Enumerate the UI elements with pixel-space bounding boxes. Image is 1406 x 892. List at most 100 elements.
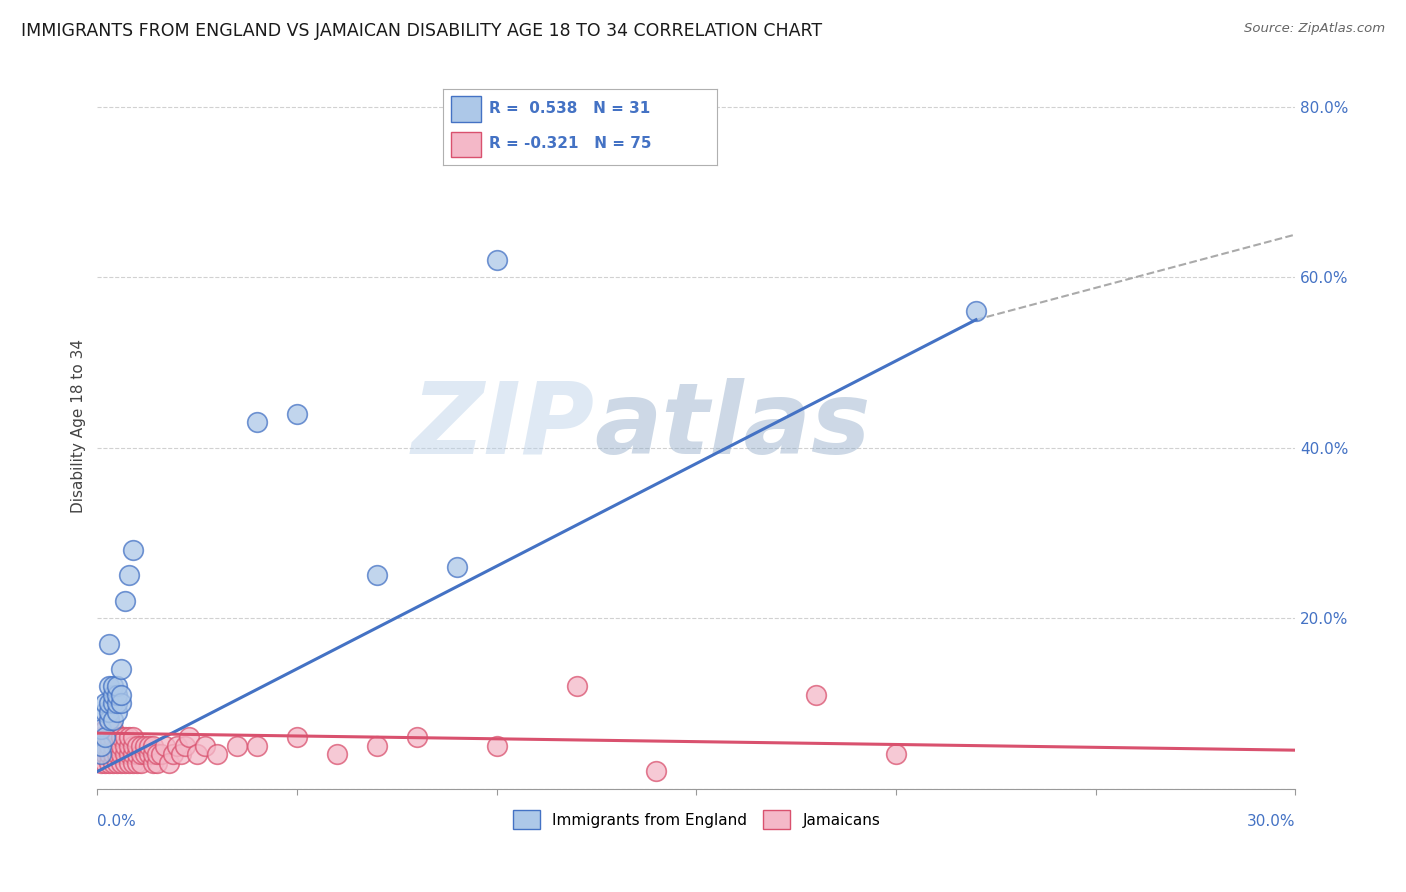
Point: [114, 594, 136, 608]
Point: [103, 747, 125, 762]
Point: [138, 739, 160, 753]
Point: [103, 679, 125, 693]
Point: [94, 705, 117, 719]
Point: [142, 747, 165, 762]
Point: [134, 739, 156, 753]
Point: [98, 756, 121, 770]
Point: [110, 756, 132, 770]
Point: [103, 688, 125, 702]
Point: [146, 756, 169, 770]
Point: [103, 722, 125, 736]
Text: atlas: atlas: [595, 378, 872, 475]
Point: [366, 739, 388, 753]
Point: [105, 705, 128, 719]
Point: [162, 747, 184, 762]
Point: [285, 731, 308, 745]
Point: [129, 747, 152, 762]
Point: [98, 679, 121, 693]
Point: [194, 739, 217, 753]
Point: [94, 739, 117, 753]
Point: [105, 731, 128, 745]
Point: [485, 253, 508, 268]
Point: [110, 696, 132, 710]
Point: [127, 739, 149, 753]
Point: [326, 747, 349, 762]
Y-axis label: Disability Age 18 to 34: Disability Age 18 to 34: [72, 339, 86, 513]
Point: [98, 739, 121, 753]
Point: [98, 747, 121, 762]
Point: [103, 714, 125, 728]
Point: [105, 679, 128, 693]
Point: [105, 756, 128, 770]
Point: [118, 731, 141, 745]
Point: [103, 739, 125, 753]
Point: [114, 731, 136, 745]
Point: [98, 731, 121, 745]
Point: [806, 688, 828, 702]
Text: 0.0%: 0.0%: [97, 814, 136, 829]
Point: [90, 739, 112, 753]
Point: [129, 756, 152, 770]
Point: [405, 731, 427, 745]
Point: [90, 722, 112, 736]
Point: [110, 688, 132, 702]
Point: [565, 679, 588, 693]
Point: [122, 542, 145, 557]
Point: [166, 739, 188, 753]
Text: Source: ZipAtlas.com: Source: ZipAtlas.com: [1244, 22, 1385, 36]
Point: [122, 739, 145, 753]
Point: [98, 714, 121, 728]
Point: [103, 756, 125, 770]
Point: [110, 662, 132, 676]
Point: [122, 731, 145, 745]
Point: [226, 739, 249, 753]
Point: [90, 747, 112, 762]
Point: [884, 747, 907, 762]
Point: [155, 739, 177, 753]
Legend: Immigrants from England, Jamaicans: Immigrants from England, Jamaicans: [506, 805, 886, 835]
Point: [90, 756, 112, 770]
Point: [94, 731, 117, 745]
Point: [142, 739, 165, 753]
Point: [90, 739, 112, 753]
Point: [114, 756, 136, 770]
Point: [205, 747, 228, 762]
Point: [170, 747, 193, 762]
Point: [98, 705, 121, 719]
Point: [118, 739, 141, 753]
Point: [105, 688, 128, 702]
Point: [134, 747, 156, 762]
Point: [645, 764, 668, 779]
Point: [94, 696, 117, 710]
Point: [110, 739, 132, 753]
Text: R =  0.538   N = 31: R = 0.538 N = 31: [489, 101, 651, 116]
Point: [94, 756, 117, 770]
Point: [118, 568, 141, 582]
Text: R = -0.321   N = 75: R = -0.321 N = 75: [489, 136, 652, 151]
Point: [129, 739, 152, 753]
Point: [127, 747, 149, 762]
Point: [94, 747, 117, 762]
Point: [103, 731, 125, 745]
Point: [105, 696, 128, 710]
Point: [485, 739, 508, 753]
Text: IMMIGRANTS FROM ENGLAND VS JAMAICAN DISABILITY AGE 18 TO 34 CORRELATION CHART: IMMIGRANTS FROM ENGLAND VS JAMAICAN DISA…: [21, 22, 823, 40]
Bar: [451, 132, 481, 158]
Point: [127, 756, 149, 770]
Point: [90, 747, 112, 762]
Text: 30.0%: 30.0%: [1247, 814, 1295, 829]
Point: [105, 747, 128, 762]
Point: [446, 560, 468, 574]
Point: [98, 696, 121, 710]
Point: [105, 739, 128, 753]
Point: [146, 747, 169, 762]
Point: [142, 756, 165, 770]
Point: [103, 696, 125, 710]
Point: [114, 747, 136, 762]
Point: [110, 731, 132, 745]
Point: [122, 747, 145, 762]
Point: [186, 747, 208, 762]
Point: [285, 407, 308, 421]
Point: [965, 304, 987, 318]
Point: [118, 747, 141, 762]
